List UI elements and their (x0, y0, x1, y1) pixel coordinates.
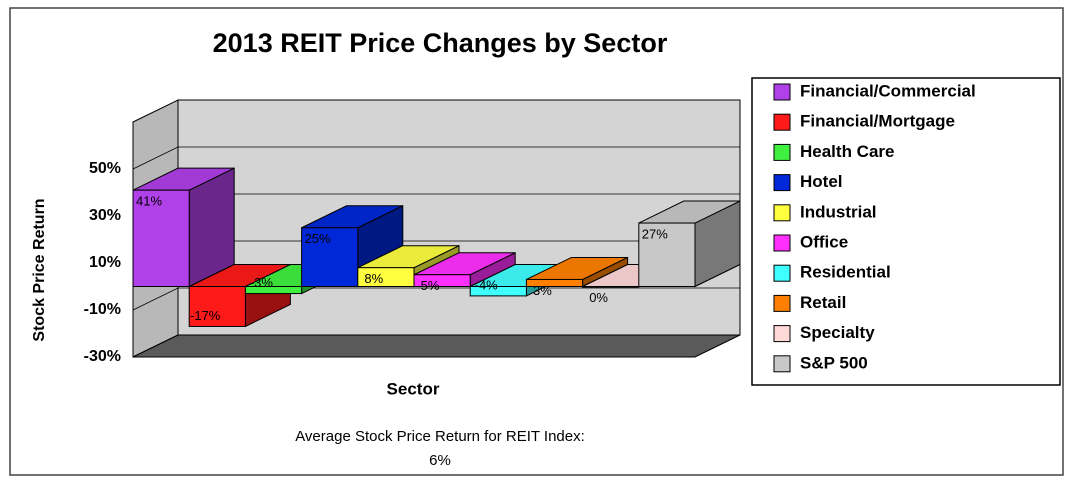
value-label: 41% (136, 194, 162, 209)
value-label: 0% (589, 290, 608, 305)
bar (582, 286, 640, 288)
value-label: 3% (533, 283, 552, 298)
legend-label: S&P 500 (800, 353, 868, 372)
grid-line (132, 146, 740, 170)
bar (301, 227, 359, 287)
x-axis-label: Sector (387, 379, 440, 398)
legend-label: Hotel (800, 172, 843, 191)
legend-swatch (773, 143, 791, 161)
legend-swatch (773, 204, 791, 222)
value-label: 5% (421, 278, 440, 293)
legend-label: Financial/Mortgage (800, 112, 955, 131)
legend-swatch (773, 113, 791, 131)
y-tick-label: 50% (89, 160, 121, 177)
legend-box (751, 77, 1061, 386)
legend-swatch (773, 234, 791, 252)
chart-title: 2013 REIT Price Changes by Sector (213, 28, 668, 58)
legend-swatch (773, 355, 791, 373)
y-tick-label: -10% (84, 301, 121, 318)
legend-label: Retail (800, 293, 846, 312)
bar (638, 222, 696, 288)
annotation: 6% (429, 452, 451, 469)
value-label: -17% (190, 308, 221, 323)
legend-swatch (773, 174, 791, 192)
legend-label: Specialty (800, 323, 875, 342)
y-tick-label: 10% (89, 254, 121, 271)
bar (244, 286, 303, 295)
bar (132, 189, 190, 287)
annotation: Average Stock Price Return for REIT Inde… (295, 428, 585, 445)
bar (525, 278, 584, 288)
legend-label: Financial/Commercial (800, 81, 976, 100)
value-label: -4% (475, 277, 499, 292)
legend-swatch (773, 325, 791, 343)
value-label: 8% (364, 271, 383, 286)
floor (132, 334, 741, 358)
grid-line (132, 287, 740, 311)
value-label: 27% (642, 226, 668, 241)
y-axis-label: Stock Price Return (31, 198, 48, 341)
legend-label: Health Care (800, 142, 894, 161)
value-label: -3% (250, 275, 274, 290)
bar (188, 286, 246, 327)
bar (413, 274, 471, 287)
legend-label: Residential (800, 263, 891, 282)
legend-label: Industrial (800, 202, 877, 221)
legend-swatch (773, 294, 791, 312)
value-label: 25% (305, 231, 331, 246)
legend-label: Office (800, 232, 848, 251)
y-tick-label: 30% (89, 207, 121, 224)
bar (469, 286, 527, 297)
legend-swatch (773, 83, 791, 101)
y-tick-label: -30% (84, 348, 121, 365)
legend-swatch (773, 264, 791, 282)
